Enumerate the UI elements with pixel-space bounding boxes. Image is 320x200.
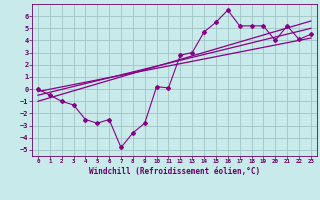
- X-axis label: Windchill (Refroidissement éolien,°C): Windchill (Refroidissement éolien,°C): [89, 167, 260, 176]
